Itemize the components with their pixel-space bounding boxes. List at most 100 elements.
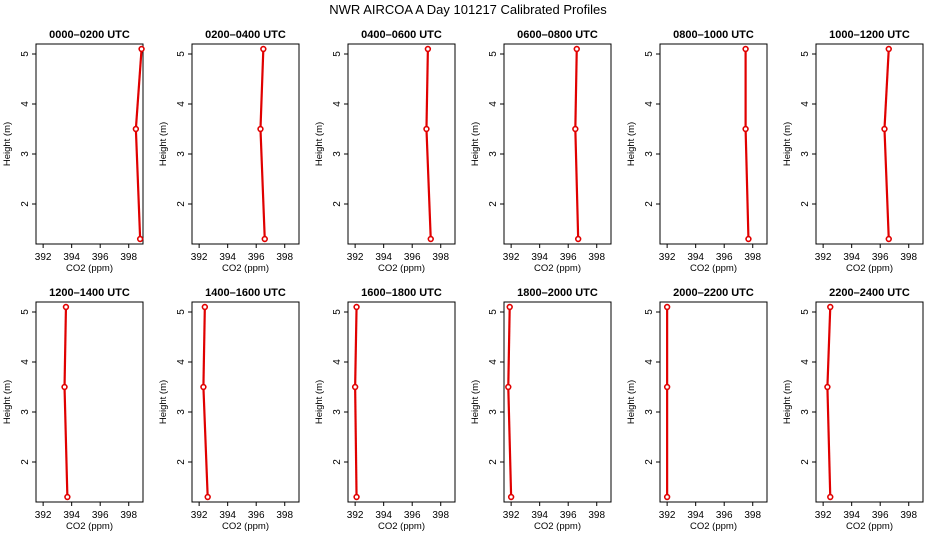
profile-segment xyxy=(883,48,890,130)
panel-title: 1200–1400 UTC xyxy=(49,287,130,299)
x-tick-label: 394 xyxy=(63,252,80,263)
plot-frame xyxy=(503,43,612,245)
y-tick-label: 5 xyxy=(644,51,655,57)
x-tick-label: 394 xyxy=(219,252,236,263)
x-tick-label: 392 xyxy=(503,510,520,521)
y-tick-label: 5 xyxy=(176,309,187,315)
profile-segment xyxy=(883,128,890,240)
data-point xyxy=(885,45,892,53)
plot-frame xyxy=(659,301,768,503)
data-point xyxy=(204,493,211,501)
data-point xyxy=(663,303,671,311)
x-tick-label: 398 xyxy=(900,252,917,263)
plot-frame xyxy=(347,43,456,245)
y-axis-label: Height (m) xyxy=(470,380,481,424)
y-tick-label: 3 xyxy=(800,409,811,415)
profile-segment xyxy=(826,386,832,498)
profile-panel: 0000–0200 UTC 392 394 396 398 2 3 4 5 CO2 (ppm) He… xyxy=(2,29,145,274)
y-tick-label: 2 xyxy=(332,459,343,465)
y-axis-label: Height (m) xyxy=(626,380,637,424)
y-tick-label: 5 xyxy=(800,51,811,57)
data-point xyxy=(572,125,579,133)
x-tick-label: 394 xyxy=(687,510,704,521)
panel-title: 0000–0200 UTC xyxy=(49,29,130,41)
x-tick-label: 392 xyxy=(35,510,52,521)
data-point xyxy=(423,125,430,133)
x-tick-label: 392 xyxy=(815,252,832,263)
data-point xyxy=(574,235,582,243)
y-tick-label: 3 xyxy=(644,151,655,157)
y-axis-label: Height (m) xyxy=(158,122,169,166)
x-tick-label: 398 xyxy=(900,510,917,521)
data-point xyxy=(881,125,888,133)
y-tick-label: 2 xyxy=(20,201,31,207)
figure-title: NWR AIRCOA A Day 101217 Calibrated Profi… xyxy=(329,2,607,17)
plot-frame xyxy=(503,301,612,503)
plot-frame xyxy=(35,43,144,245)
x-axis-label: CO2 (ppm) xyxy=(846,263,893,274)
data-point xyxy=(353,493,360,501)
y-tick-label: 4 xyxy=(800,101,811,107)
y-tick-label: 5 xyxy=(332,309,343,315)
x-axis-label: CO2 (ppm) xyxy=(66,263,113,274)
profile-segment xyxy=(507,306,511,388)
data-point xyxy=(827,303,834,311)
y-tick-label: 4 xyxy=(332,359,343,365)
y-tick-label: 2 xyxy=(644,201,655,207)
profile-segment xyxy=(574,48,578,130)
y-axis-label: Height (m) xyxy=(314,380,325,424)
panel-title: 1800–2000 UTC xyxy=(517,287,598,299)
data-point xyxy=(424,45,432,53)
profile-segment xyxy=(259,128,266,240)
x-axis-label: CO2 (ppm) xyxy=(66,521,113,532)
y-tick-label: 5 xyxy=(800,309,811,315)
data-point xyxy=(573,45,580,53)
data-point xyxy=(505,383,512,391)
data-point xyxy=(824,383,831,391)
profile-panel: 1800–2000 UTC 392 394 396 398 2 3 4 5 CO2 (ppm) He… xyxy=(470,287,612,532)
profile-segment xyxy=(354,306,358,388)
data-point xyxy=(742,125,749,133)
profile-segment xyxy=(259,48,265,130)
x-tick-label: 394 xyxy=(687,252,704,263)
profile-segment xyxy=(826,306,832,388)
x-tick-label: 398 xyxy=(120,252,137,263)
data-point xyxy=(64,493,71,501)
y-tick-label: 3 xyxy=(176,409,187,415)
x-tick-label: 398 xyxy=(432,510,449,521)
y-tick-label: 2 xyxy=(488,459,499,465)
x-tick-label: 392 xyxy=(659,510,676,521)
x-tick-label: 392 xyxy=(35,252,52,263)
y-tick-label: 2 xyxy=(176,459,187,465)
y-tick-label: 4 xyxy=(176,359,187,365)
y-tick-label: 3 xyxy=(332,151,343,157)
data-point xyxy=(745,235,752,243)
panel-title: 0200–0400 UTC xyxy=(205,29,286,41)
plot-frame xyxy=(815,301,924,503)
x-tick-label: 392 xyxy=(191,510,208,521)
plot-frame xyxy=(35,301,144,503)
x-axis-label: CO2 (ppm) xyxy=(846,521,893,532)
y-tick-label: 5 xyxy=(176,51,187,57)
x-axis-label: CO2 (ppm) xyxy=(690,521,737,532)
x-tick-label: 398 xyxy=(744,252,761,263)
profile-panel: 2200–2400 UTC 392 394 396 398 2 3 4 5 CO2 (ppm) He… xyxy=(782,287,924,532)
data-point xyxy=(62,303,70,311)
panel-title: 0800–1000 UTC xyxy=(673,29,754,41)
x-axis-label: CO2 (ppm) xyxy=(534,263,581,274)
y-tick-label: 4 xyxy=(20,101,31,107)
panel-title: 2000–2200 UTC xyxy=(673,287,754,299)
panel-title: 0400–0600 UTC xyxy=(361,29,442,41)
y-tick-label: 3 xyxy=(176,151,187,157)
data-point xyxy=(663,383,671,391)
data-point xyxy=(827,493,834,501)
x-tick-label: 398 xyxy=(276,510,293,521)
profile-panel: 1000–1200 UTC 392 394 396 398 2 3 4 5 CO2 (ppm) He… xyxy=(782,29,924,274)
profile-panel: 1600–1800 UTC 392 394 396 398 2 3 4 5 CO2 (ppm) He… xyxy=(314,287,456,532)
panel-title: 1400–1600 UTC xyxy=(205,287,286,299)
y-axis-label: Height (m) xyxy=(782,380,793,424)
plot-frame xyxy=(191,301,300,503)
profile-segment xyxy=(63,306,68,388)
profile-segment xyxy=(134,128,142,240)
